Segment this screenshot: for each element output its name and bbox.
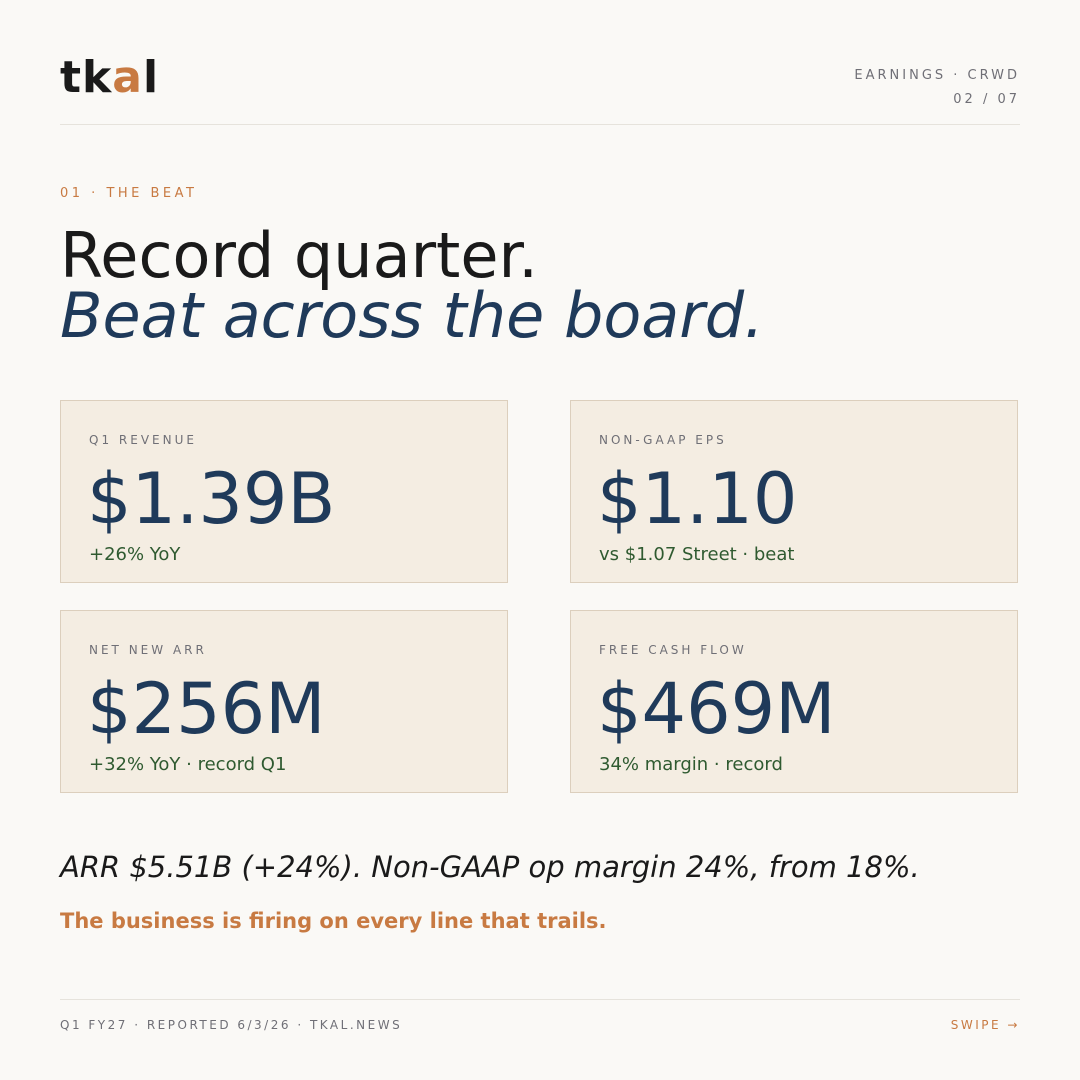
metric-card-net-new-arr: NET NEW ARR $256M +32% YoY · record Q1 (60, 610, 508, 793)
page-indicator: 02 / 07 (953, 92, 1020, 107)
metric-label: FREE CASH FLOW (599, 643, 747, 657)
footer-source: Q1 FY27 · REPORTED 6/3/26 · TKAL.NEWS (60, 1018, 403, 1032)
header: tkal EARNINGS · CRWD 02 / 07 (60, 0, 1020, 125)
logo-prefix: tk (60, 52, 113, 103)
metric-value: $469M (597, 668, 836, 750)
metric-label: NON-GAAP EPS (599, 433, 727, 447)
header-kicker: EARNINGS · CRWD (854, 68, 1020, 83)
metric-sub: +32% YoY · record Q1 (89, 754, 287, 775)
logo-accent: a (112, 52, 143, 103)
footer: Q1 FY27 · REPORTED 6/3/26 · TKAL.NEWS SW… (60, 999, 1020, 1032)
metric-value: $1.39B (87, 458, 336, 540)
headline-line-2: Beat across the board. (60, 279, 764, 352)
metric-label: NET NEW ARR (89, 643, 207, 657)
brand-logo[interactable]: tkal (60, 52, 159, 104)
metric-card-revenue: Q1 REVENUE $1.39B +26% YoY (60, 400, 508, 583)
headline: Record quarter. Beat across the board. (60, 225, 764, 352)
metric-value: $1.10 (597, 458, 798, 540)
metric-sub: 34% margin · record (599, 754, 783, 775)
summary-text: ARR $5.51B (+24%). Non-GAAP op margin 24… (60, 850, 920, 884)
header-meta: EARNINGS · CRWD 02 / 07 (854, 64, 1020, 112)
takeaway-text: The business is firing on every line tha… (60, 909, 607, 933)
metric-card-eps: NON-GAAP EPS $1.10 vs $1.07 Street · bea… (570, 400, 1018, 583)
metric-sub: vs $1.07 Street · beat (599, 544, 795, 565)
headline-line-1: Record quarter. (60, 219, 539, 292)
metric-label: Q1 REVENUE (89, 433, 197, 447)
logo-suffix: l (143, 52, 160, 103)
metric-value: $256M (87, 668, 326, 750)
swipe-link[interactable]: SWIPE → (950, 1018, 1020, 1032)
section-label: 01 · THE BEAT (60, 186, 198, 201)
metric-sub: +26% YoY (89, 544, 181, 565)
metric-card-free-cash-flow: FREE CASH FLOW $469M 34% margin · record (570, 610, 1018, 793)
